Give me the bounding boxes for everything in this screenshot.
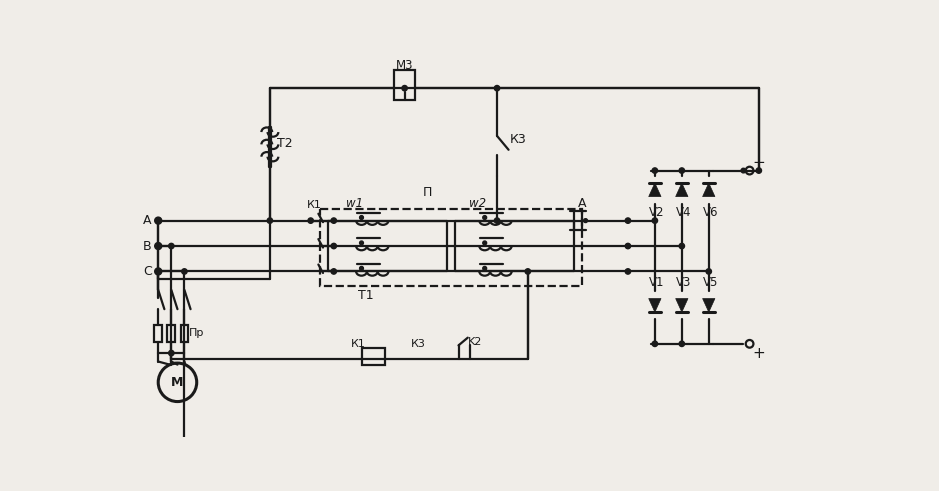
Text: T1: T1 xyxy=(359,289,374,302)
Text: П: П xyxy=(423,186,433,199)
Text: К3: К3 xyxy=(510,133,527,146)
Polygon shape xyxy=(676,183,688,196)
Circle shape xyxy=(156,269,161,274)
Text: +: + xyxy=(752,346,765,360)
Circle shape xyxy=(360,241,363,245)
Text: w2: w2 xyxy=(470,197,486,210)
Bar xyxy=(393,71,415,100)
Text: V2: V2 xyxy=(649,206,664,219)
Circle shape xyxy=(653,218,657,223)
Text: V4: V4 xyxy=(676,206,691,219)
Circle shape xyxy=(679,244,685,249)
Text: M: M xyxy=(171,376,184,389)
Circle shape xyxy=(268,218,272,223)
Circle shape xyxy=(331,269,336,274)
Text: V6: V6 xyxy=(702,206,718,219)
Text: V1: V1 xyxy=(649,276,664,289)
Text: w1: w1 xyxy=(346,197,363,210)
Circle shape xyxy=(653,341,657,347)
Text: A: A xyxy=(577,197,586,210)
Text: −: − xyxy=(752,155,765,170)
Polygon shape xyxy=(676,299,688,312)
Text: A: A xyxy=(143,214,152,227)
Circle shape xyxy=(679,168,685,173)
Circle shape xyxy=(402,85,408,91)
Text: К1: К1 xyxy=(351,339,366,349)
Bar xyxy=(320,209,582,286)
Circle shape xyxy=(483,267,486,270)
Circle shape xyxy=(156,269,161,274)
Text: К3: К3 xyxy=(411,339,426,349)
Circle shape xyxy=(494,218,500,223)
Circle shape xyxy=(625,244,631,249)
Bar xyxy=(167,325,176,342)
Circle shape xyxy=(360,267,363,270)
Circle shape xyxy=(169,351,174,356)
Text: Пр: Пр xyxy=(189,328,205,338)
Polygon shape xyxy=(702,183,715,196)
Circle shape xyxy=(308,218,314,223)
Bar xyxy=(362,348,385,365)
Text: T2: T2 xyxy=(277,137,293,150)
Circle shape xyxy=(156,218,161,223)
Circle shape xyxy=(156,244,161,249)
Polygon shape xyxy=(649,299,661,312)
Circle shape xyxy=(483,241,486,245)
Text: B: B xyxy=(143,240,152,252)
Circle shape xyxy=(483,216,486,219)
Circle shape xyxy=(494,85,500,91)
Circle shape xyxy=(331,218,336,223)
Polygon shape xyxy=(649,183,661,196)
Text: K2: K2 xyxy=(469,337,483,347)
Circle shape xyxy=(625,218,631,223)
Text: C: C xyxy=(143,265,152,278)
Circle shape xyxy=(156,218,161,223)
Text: М3: М3 xyxy=(396,58,413,72)
Circle shape xyxy=(182,269,187,274)
Circle shape xyxy=(625,269,631,274)
Circle shape xyxy=(679,341,685,347)
Bar xyxy=(154,325,162,342)
Circle shape xyxy=(584,218,588,222)
Circle shape xyxy=(741,168,746,173)
Text: V3: V3 xyxy=(676,276,691,289)
Circle shape xyxy=(525,269,531,274)
Circle shape xyxy=(756,168,762,173)
Circle shape xyxy=(169,244,174,249)
Circle shape xyxy=(331,244,336,249)
Text: К1: К1 xyxy=(307,200,322,210)
Text: V5: V5 xyxy=(702,276,718,289)
Polygon shape xyxy=(702,299,715,312)
Circle shape xyxy=(706,269,712,274)
Circle shape xyxy=(653,168,657,173)
Bar xyxy=(180,325,188,342)
Circle shape xyxy=(360,216,363,219)
